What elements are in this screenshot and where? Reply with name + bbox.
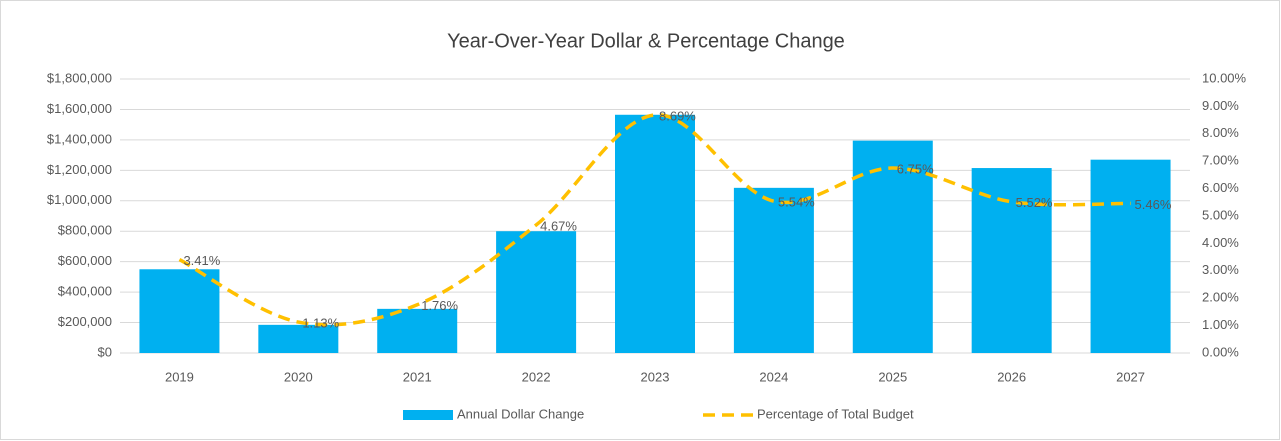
- x-tick-label: 2020: [284, 369, 313, 384]
- data-label: 1.13%: [302, 315, 339, 330]
- bar: [615, 114, 695, 354]
- line: [178, 113, 1131, 327]
- y-tick-label: $1,600,000: [47, 101, 112, 116]
- data-label: 5.54%: [778, 195, 815, 210]
- data-label: 5.46%: [1135, 197, 1172, 212]
- y2-tick-label: 7.00%: [1202, 153, 1239, 168]
- data-label: 5.52%: [1016, 195, 1053, 210]
- y-tick-label: $1,800,000: [47, 70, 112, 85]
- bar: [733, 187, 814, 353]
- y2-tick-label: 6.00%: [1202, 180, 1239, 195]
- data-label: 3.41%: [183, 253, 220, 268]
- legend-label: Annual Dollar Change: [457, 406, 584, 421]
- data-label: 8.69%: [659, 108, 696, 123]
- bar: [139, 269, 220, 353]
- y-tick-label: $400,000: [58, 284, 112, 299]
- x-tick-label: 2019: [165, 369, 194, 384]
- x-tick-label: 2021: [403, 369, 432, 384]
- y-tick-label: $0: [98, 344, 112, 359]
- bar: [852, 140, 933, 353]
- y-tick-label: $200,000: [58, 314, 112, 329]
- data-label: 6.75%: [897, 161, 934, 176]
- x-tick-label: 2027: [1116, 369, 1145, 384]
- y2-tick-label: 2.00%: [1202, 290, 1239, 305]
- legend-swatch: [403, 410, 453, 420]
- y2-tick-label: 3.00%: [1202, 262, 1239, 277]
- bar: [496, 231, 577, 353]
- y2-tick-label: 5.00%: [1202, 207, 1239, 222]
- y-tick-label: $800,000: [58, 223, 112, 238]
- x-tick-label: 2025: [878, 369, 907, 384]
- y-tick-label: $600,000: [58, 253, 112, 268]
- data-label: 1.76%: [421, 298, 458, 313]
- y2-tick-label: 9.00%: [1202, 98, 1239, 113]
- bar: [971, 168, 1052, 353]
- bar: [1090, 159, 1171, 353]
- x-tick-label: 2022: [522, 369, 551, 384]
- bar: [258, 324, 339, 353]
- data-label: 4.67%: [540, 218, 577, 233]
- y2-tick-label: 8.00%: [1202, 125, 1239, 140]
- legend-label: Percentage of Total Budget: [757, 406, 914, 421]
- x-tick-label: 2026: [997, 369, 1026, 384]
- x-tick-label: 2024: [759, 369, 788, 384]
- y-tick-label: $1,400,000: [47, 131, 112, 146]
- y-tick-label: $1,000,000: [47, 192, 112, 207]
- y-tick-label: $1,200,000: [47, 162, 112, 177]
- bar: [377, 308, 458, 353]
- y2-tick-label: 10.00%: [1202, 70, 1247, 85]
- chart-title: Year-Over-Year Dollar & Percentage Chang…: [447, 30, 845, 52]
- y2-tick-label: 1.00%: [1202, 317, 1239, 332]
- y2-tick-label: 4.00%: [1202, 235, 1239, 250]
- y2-tick-label: 0.00%: [1202, 344, 1239, 359]
- x-tick-label: 2023: [641, 369, 670, 384]
